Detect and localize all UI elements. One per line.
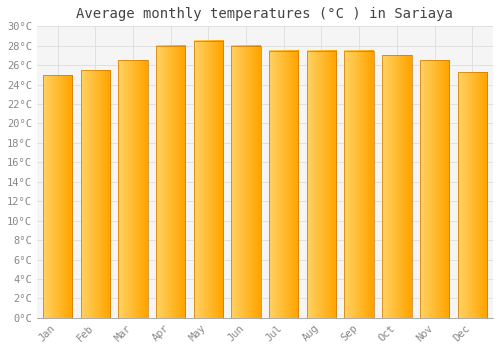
Bar	[420, 60, 450, 318]
Bar	[232, 46, 261, 318]
Bar	[118, 60, 148, 318]
Bar	[194, 41, 223, 318]
Bar	[156, 46, 186, 318]
Bar	[344, 51, 374, 318]
Title: Average monthly temperatures (°C ) in Sariaya: Average monthly temperatures (°C ) in Sa…	[76, 7, 454, 21]
Bar	[43, 75, 72, 318]
Bar	[458, 72, 487, 318]
Bar	[382, 55, 412, 318]
Bar	[80, 70, 110, 318]
Bar	[269, 51, 298, 318]
Bar	[307, 51, 336, 318]
